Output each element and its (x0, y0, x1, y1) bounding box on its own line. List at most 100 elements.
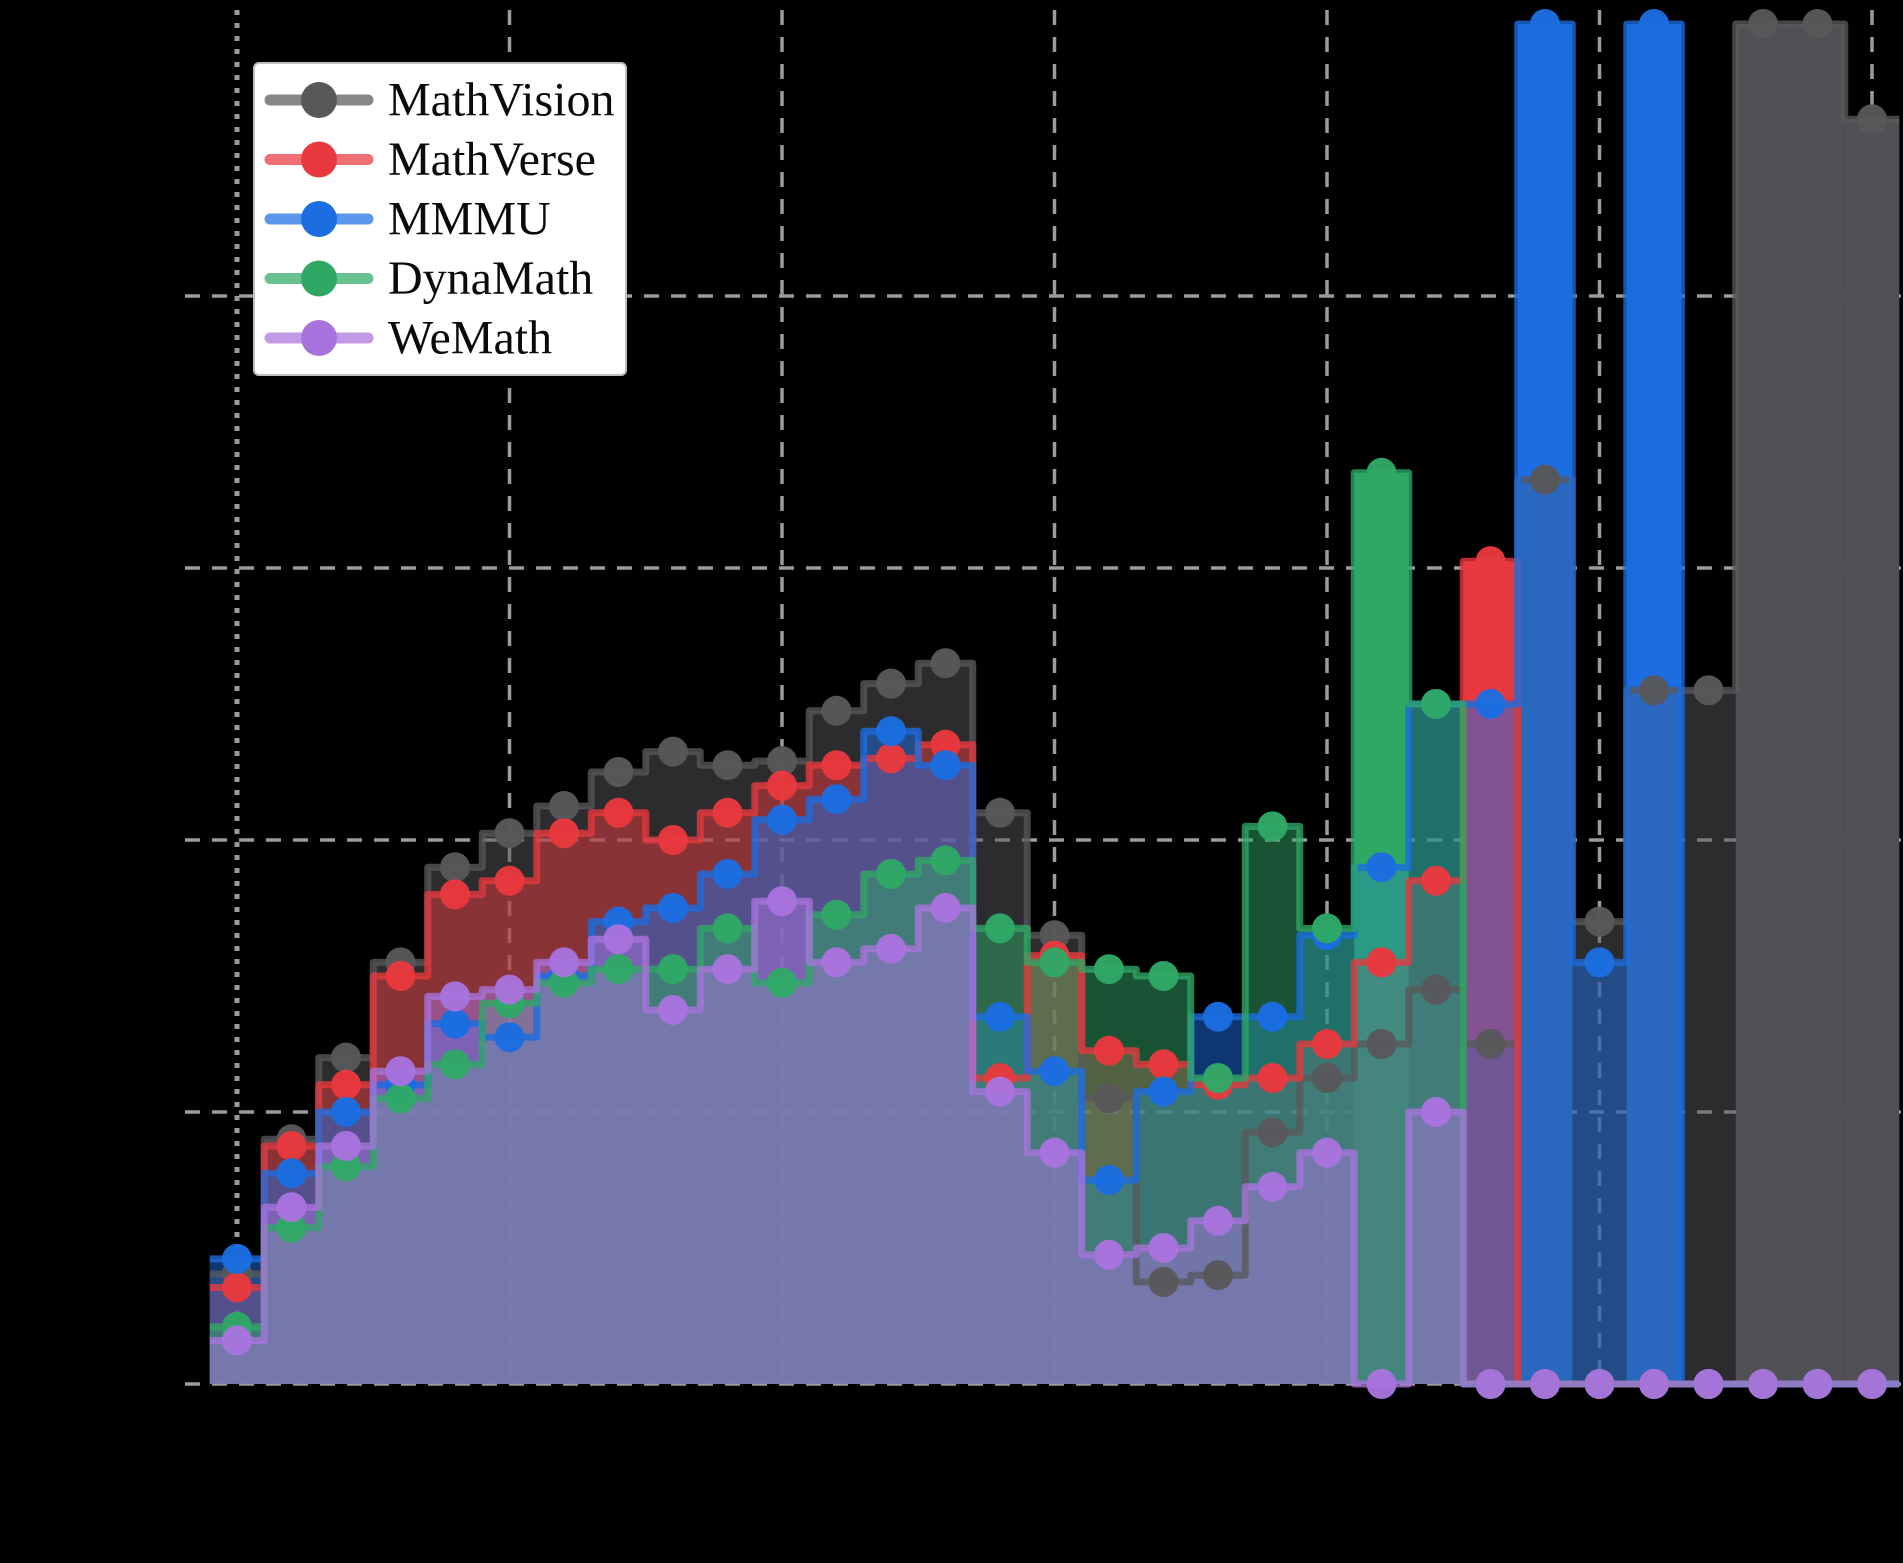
legend: MathVision MathVerse MMMU DynaMath WeMath (253, 62, 627, 376)
marker-mathvision-bin22 (1366, 1029, 1397, 1059)
marker-mathverse-bin3 (331, 1069, 361, 1100)
marker-wemath-bin21 (1312, 1137, 1342, 1168)
marker-wemath-bin17 (1094, 1239, 1124, 1270)
marker-mathverse-bin11 (767, 770, 797, 801)
marker-dynamath-bin9 (658, 954, 688, 985)
marker-mathverse-bin4 (385, 961, 416, 991)
marker-wemath-bin14 (930, 893, 961, 923)
marker-dynamath-bin22 (1366, 457, 1397, 488)
marker-mathvision-bin17 (1094, 1083, 1124, 1114)
marker-mathverse-bin22 (1366, 947, 1397, 978)
marker-mathvision-bin7 (549, 791, 579, 821)
marker-dynamath-bin4 (385, 1083, 416, 1114)
marker-wemath-bin27 (1639, 1369, 1669, 1399)
marker-mathvision-bin6 (494, 818, 525, 849)
marker-dynamath-bin8 (603, 954, 634, 985)
marker-mathverse-bin20 (1257, 1063, 1288, 1093)
marker-dynamath-bin13 (876, 859, 906, 889)
marker-mathvision-bin23 (1421, 974, 1451, 1005)
marker-dynamath-bin20 (1257, 811, 1288, 842)
marker-mathvision-bin12 (821, 695, 852, 726)
marker-dynamath-bin5 (440, 1049, 470, 1080)
legend-marker-dot (301, 260, 337, 297)
marker-mathverse-bin1 (222, 1272, 252, 1303)
marker-wemath-bin5 (440, 981, 470, 1012)
marker-wemath-bin30 (1802, 1369, 1833, 1399)
marker-wemath-bin11 (767, 886, 797, 917)
marker-wemath-bin19 (1203, 1205, 1233, 1236)
legend-marker-dot (301, 141, 337, 178)
marker-mathvision-bin29 (1748, 9, 1778, 39)
marker-dynamath-bin23 (1421, 689, 1451, 719)
line-wemath (209, 897, 1900, 1388)
marker-mathvision-bin30 (1802, 9, 1833, 39)
marker-mmmu-bin26 (1584, 947, 1615, 978)
marker-dynamath-bin10 (712, 913, 743, 944)
marker-mmmu-bin11 (767, 804, 797, 835)
legend-box (253, 62, 627, 376)
marker-wemath-bin8 (603, 924, 634, 955)
marker-mathvision-bin9 (658, 736, 688, 767)
marker-wemath-bin16 (1039, 1137, 1070, 1168)
marker-dynamath-bin17 (1094, 954, 1124, 985)
marker-mmmu-bin1 (222, 1243, 252, 1274)
marker-dynamath-bin18 (1148, 961, 1179, 991)
marker-mmmu-bin17 (1094, 1165, 1124, 1195)
marker-mmmu-bin25 (1530, 9, 1560, 39)
marker-mathvision-bin13 (876, 668, 906, 699)
marker-dynamath-bin19 (1203, 1063, 1233, 1093)
legend-label: WeMath (388, 312, 552, 365)
marker-wemath-bin22 (1366, 1369, 1397, 1399)
marker-mathvision-bin15 (985, 797, 1015, 828)
marker-dynamath-bin14 (930, 845, 961, 876)
marker-wemath-bin10 (712, 954, 743, 985)
marker-wemath-bin29 (1748, 1369, 1778, 1399)
marker-mathvision-bin27 (1639, 675, 1669, 706)
marker-mathverse-bin5 (440, 879, 470, 910)
legend-label: MathVerse (388, 133, 596, 186)
legend-marker-dot (301, 320, 337, 356)
marker-mmmu-bin2 (276, 1158, 307, 1189)
marker-mathverse-bin7 (549, 818, 579, 849)
marker-mmmu-bin24 (1475, 689, 1506, 719)
marker-wemath-bin4 (385, 1056, 416, 1087)
series-markers (222, 9, 1887, 1399)
marker-mmmu-bin10 (712, 859, 743, 889)
marker-wemath-bin1 (222, 1325, 252, 1356)
marker-mathverse-bin21 (1312, 1029, 1342, 1059)
legend-item-wemath: WeMath (264, 312, 552, 365)
marker-mathvision-bin8 (603, 757, 634, 787)
marker-mmmu-bin18 (1148, 1076, 1179, 1107)
marker-mmmu-bin12 (821, 784, 852, 815)
marker-wemath-bin6 (494, 974, 525, 1005)
marker-wemath-bin2 (276, 1192, 307, 1223)
marker-mathverse-bin9 (658, 825, 688, 855)
marker-mathverse-bin12 (821, 750, 852, 781)
marker-wemath-bin24 (1475, 1369, 1506, 1399)
marker-wemath-bin31 (1857, 1369, 1887, 1399)
marker-mmmu-bin3 (331, 1097, 361, 1127)
legend-item-mathvision: MathVision (264, 74, 614, 127)
line-dynamath (209, 469, 1900, 1388)
marker-dynamath-bin15 (985, 913, 1015, 944)
marker-wemath-bin13 (876, 933, 906, 964)
marker-mathvision-bin10 (712, 750, 743, 781)
marker-mathvision-bin24 (1475, 1029, 1506, 1059)
marker-mmmu-bin6 (494, 1022, 525, 1053)
marker-mathverse-bin13 (876, 743, 906, 774)
marker-wemath-bin28 (1693, 1369, 1724, 1399)
legend-marker-dot (301, 201, 337, 237)
marker-mmmu-bin5 (440, 1008, 470, 1039)
marker-mathverse-bin8 (603, 797, 634, 828)
marker-dynamath-bin12 (821, 899, 852, 930)
marker-mathverse-bin23 (1421, 865, 1451, 896)
marker-mmmu-bin20 (1257, 1001, 1288, 1032)
marker-wemath-bin12 (821, 947, 852, 978)
marker-mathvision-bin19 (1203, 1260, 1233, 1291)
marker-wemath-bin7 (549, 947, 579, 978)
marker-mathvision-bin28 (1693, 675, 1724, 706)
marker-mathvision-bin21 (1312, 1063, 1342, 1093)
marker-mathvision-bin14 (930, 648, 961, 679)
